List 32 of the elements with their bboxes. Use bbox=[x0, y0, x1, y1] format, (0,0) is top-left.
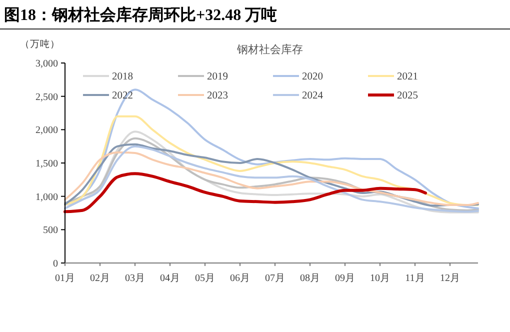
y-tick-label: 1,000 bbox=[36, 192, 58, 203]
line-series bbox=[64, 172, 427, 214]
x-tick-label: 08月 bbox=[300, 273, 320, 284]
legend-label: 2021 bbox=[397, 72, 418, 83]
x-tick-label: 11月 bbox=[405, 273, 425, 284]
x-tick-label: 02月 bbox=[90, 273, 110, 284]
y-axis-title: （万吨） bbox=[20, 38, 60, 50]
y-tick-label: 500 bbox=[43, 225, 58, 236]
legend-label: 2020 bbox=[302, 72, 323, 83]
chart-subtitle: 钢材社会库存 bbox=[236, 43, 303, 56]
chart-title: 图18：钢材社会库存周环比+32.48 万吨 bbox=[4, 6, 278, 24]
legend-label: 2025 bbox=[397, 90, 418, 102]
legend-label: 2019 bbox=[207, 72, 228, 83]
legend-label: 2018 bbox=[112, 72, 133, 83]
legend-label: 2023 bbox=[207, 90, 228, 102]
x-tick-label: 10月 bbox=[370, 273, 390, 284]
x-tick-label: 01月 bbox=[55, 273, 75, 284]
legend-label: 2024 bbox=[302, 90, 324, 102]
x-tick-label: 06月 bbox=[230, 273, 250, 284]
x-tick-label: 04月 bbox=[160, 273, 180, 284]
x-tick-label: 03月 bbox=[125, 273, 145, 284]
y-tick-label: 0 bbox=[53, 258, 58, 270]
y-tick-label: 2,500 bbox=[36, 92, 58, 103]
y-tick-label: 2,000 bbox=[36, 125, 58, 136]
y-tick-label: 1,500 bbox=[36, 158, 58, 170]
x-tick-label: 05月 bbox=[195, 273, 215, 284]
x-tick-label: 07月 bbox=[265, 273, 285, 284]
y-tick-label: 3,000 bbox=[36, 58, 58, 70]
line-series bbox=[64, 115, 479, 206]
x-tick-label: 09月 bbox=[335, 273, 355, 284]
x-tick-label: 12月 bbox=[440, 273, 460, 284]
legend-label: 2022 bbox=[112, 90, 133, 102]
